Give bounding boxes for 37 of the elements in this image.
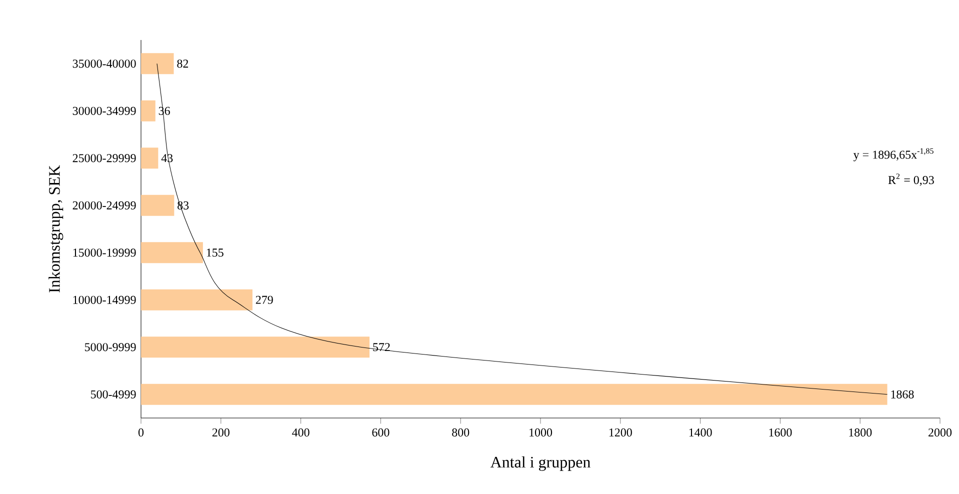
- annotation: R$^{2}$ = 0,93: [888, 174, 934, 186]
- data-label: 155: [206, 248, 224, 257]
- x-tick-label: 1800: [849, 428, 872, 437]
- x-tick-label: 600: [372, 428, 390, 437]
- bar: [141, 242, 203, 264]
- data-label: 279: [256, 296, 273, 304]
- bar: [141, 100, 156, 122]
- y-tick-label: 20000-24999: [72, 201, 136, 210]
- x-tick-label: 200: [212, 428, 230, 437]
- y-axis-title: Inkomstgrupp, SEK: [48, 165, 64, 292]
- x-tick-label: 1400: [689, 428, 712, 437]
- x-tick-label: 1000: [530, 428, 552, 437]
- bar: [141, 384, 888, 405]
- y-tick-label: 5000-9999: [84, 343, 136, 352]
- x-axis-title: Antal i gruppen: [490, 456, 590, 471]
- bar: [141, 336, 370, 358]
- annotation: y = 1896,65x$^{-1,85}$: [853, 148, 934, 162]
- x-tick-label: 0: [138, 428, 144, 437]
- data-label: 572: [373, 343, 390, 352]
- x-tick-label: 2000: [928, 428, 952, 437]
- x-tick-label: 800: [452, 428, 470, 437]
- x-tick-label: 1200: [609, 428, 632, 437]
- y-tick-label: 500-4999: [90, 390, 136, 398]
- bar: [141, 289, 252, 310]
- bar: [141, 53, 174, 74]
- bar: [141, 148, 158, 169]
- data-label: 43: [161, 154, 173, 162]
- bar: [141, 194, 174, 216]
- y-tick-label: 15000-19999: [73, 248, 136, 257]
- y-tick-label: 25000-29999: [72, 154, 136, 162]
- x-tick-label: 1600: [769, 428, 792, 437]
- data-label: 1868: [891, 390, 914, 398]
- y-tick-label: 35000-40000: [72, 60, 136, 68]
- x-tick-label: 400: [292, 428, 310, 437]
- y-tick-label: 10000-14999: [73, 296, 136, 304]
- y-tick-label: 30000-34999: [72, 106, 136, 115]
- data-label: 82: [177, 60, 188, 68]
